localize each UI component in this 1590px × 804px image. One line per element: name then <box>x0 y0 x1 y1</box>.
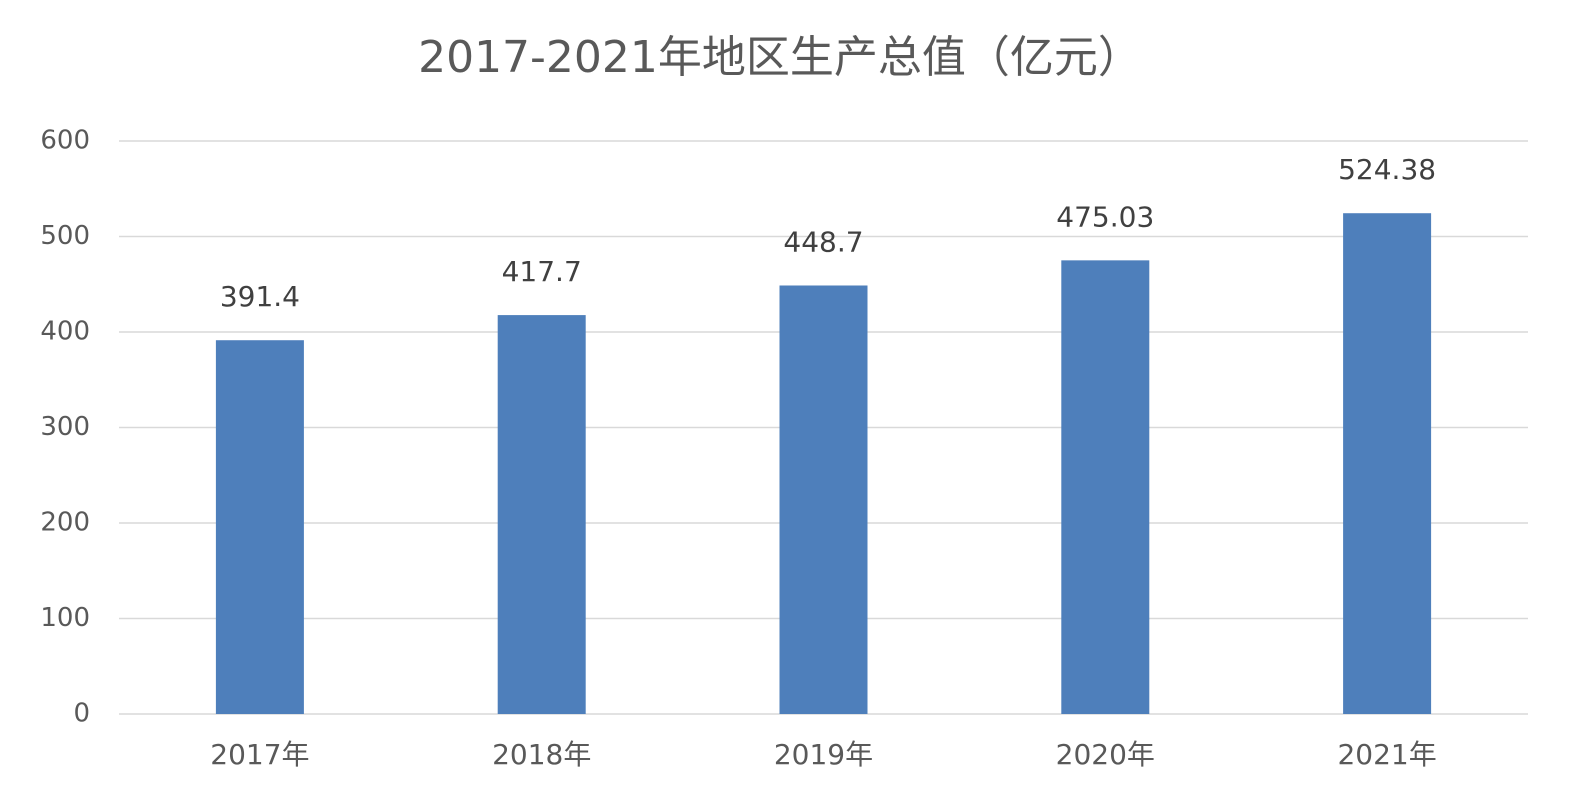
bar <box>497 315 586 714</box>
data-label: 524.38 <box>1338 153 1436 186</box>
y-tick-label: 400 <box>40 317 90 347</box>
data-label: 417.7 <box>502 255 582 288</box>
data-label: 475.03 <box>1056 200 1154 233</box>
y-tick-label: 300 <box>40 412 90 442</box>
y-tick-label: 0 <box>73 699 90 729</box>
chart-title: 2017-2021年地区生产总值（亿元） <box>418 32 1142 83</box>
y-tick-label: 100 <box>40 603 90 633</box>
x-tick-label: 2017年 <box>210 738 309 771</box>
x-tick-label: 2020年 <box>1056 738 1155 771</box>
bar <box>215 340 304 714</box>
y-tick-label: 200 <box>40 508 90 538</box>
bar <box>1343 213 1432 714</box>
data-label: 448.7 <box>783 225 863 258</box>
x-tick-label: 2021年 <box>1337 738 1436 771</box>
x-tick-label: 2018年 <box>492 738 591 771</box>
bar <box>1061 260 1150 714</box>
y-tick-label: 500 <box>40 221 90 251</box>
x-tick-label: 2019年 <box>774 738 873 771</box>
data-label: 391.4 <box>220 280 300 313</box>
bar <box>779 285 868 714</box>
y-tick-label: 600 <box>40 126 90 156</box>
